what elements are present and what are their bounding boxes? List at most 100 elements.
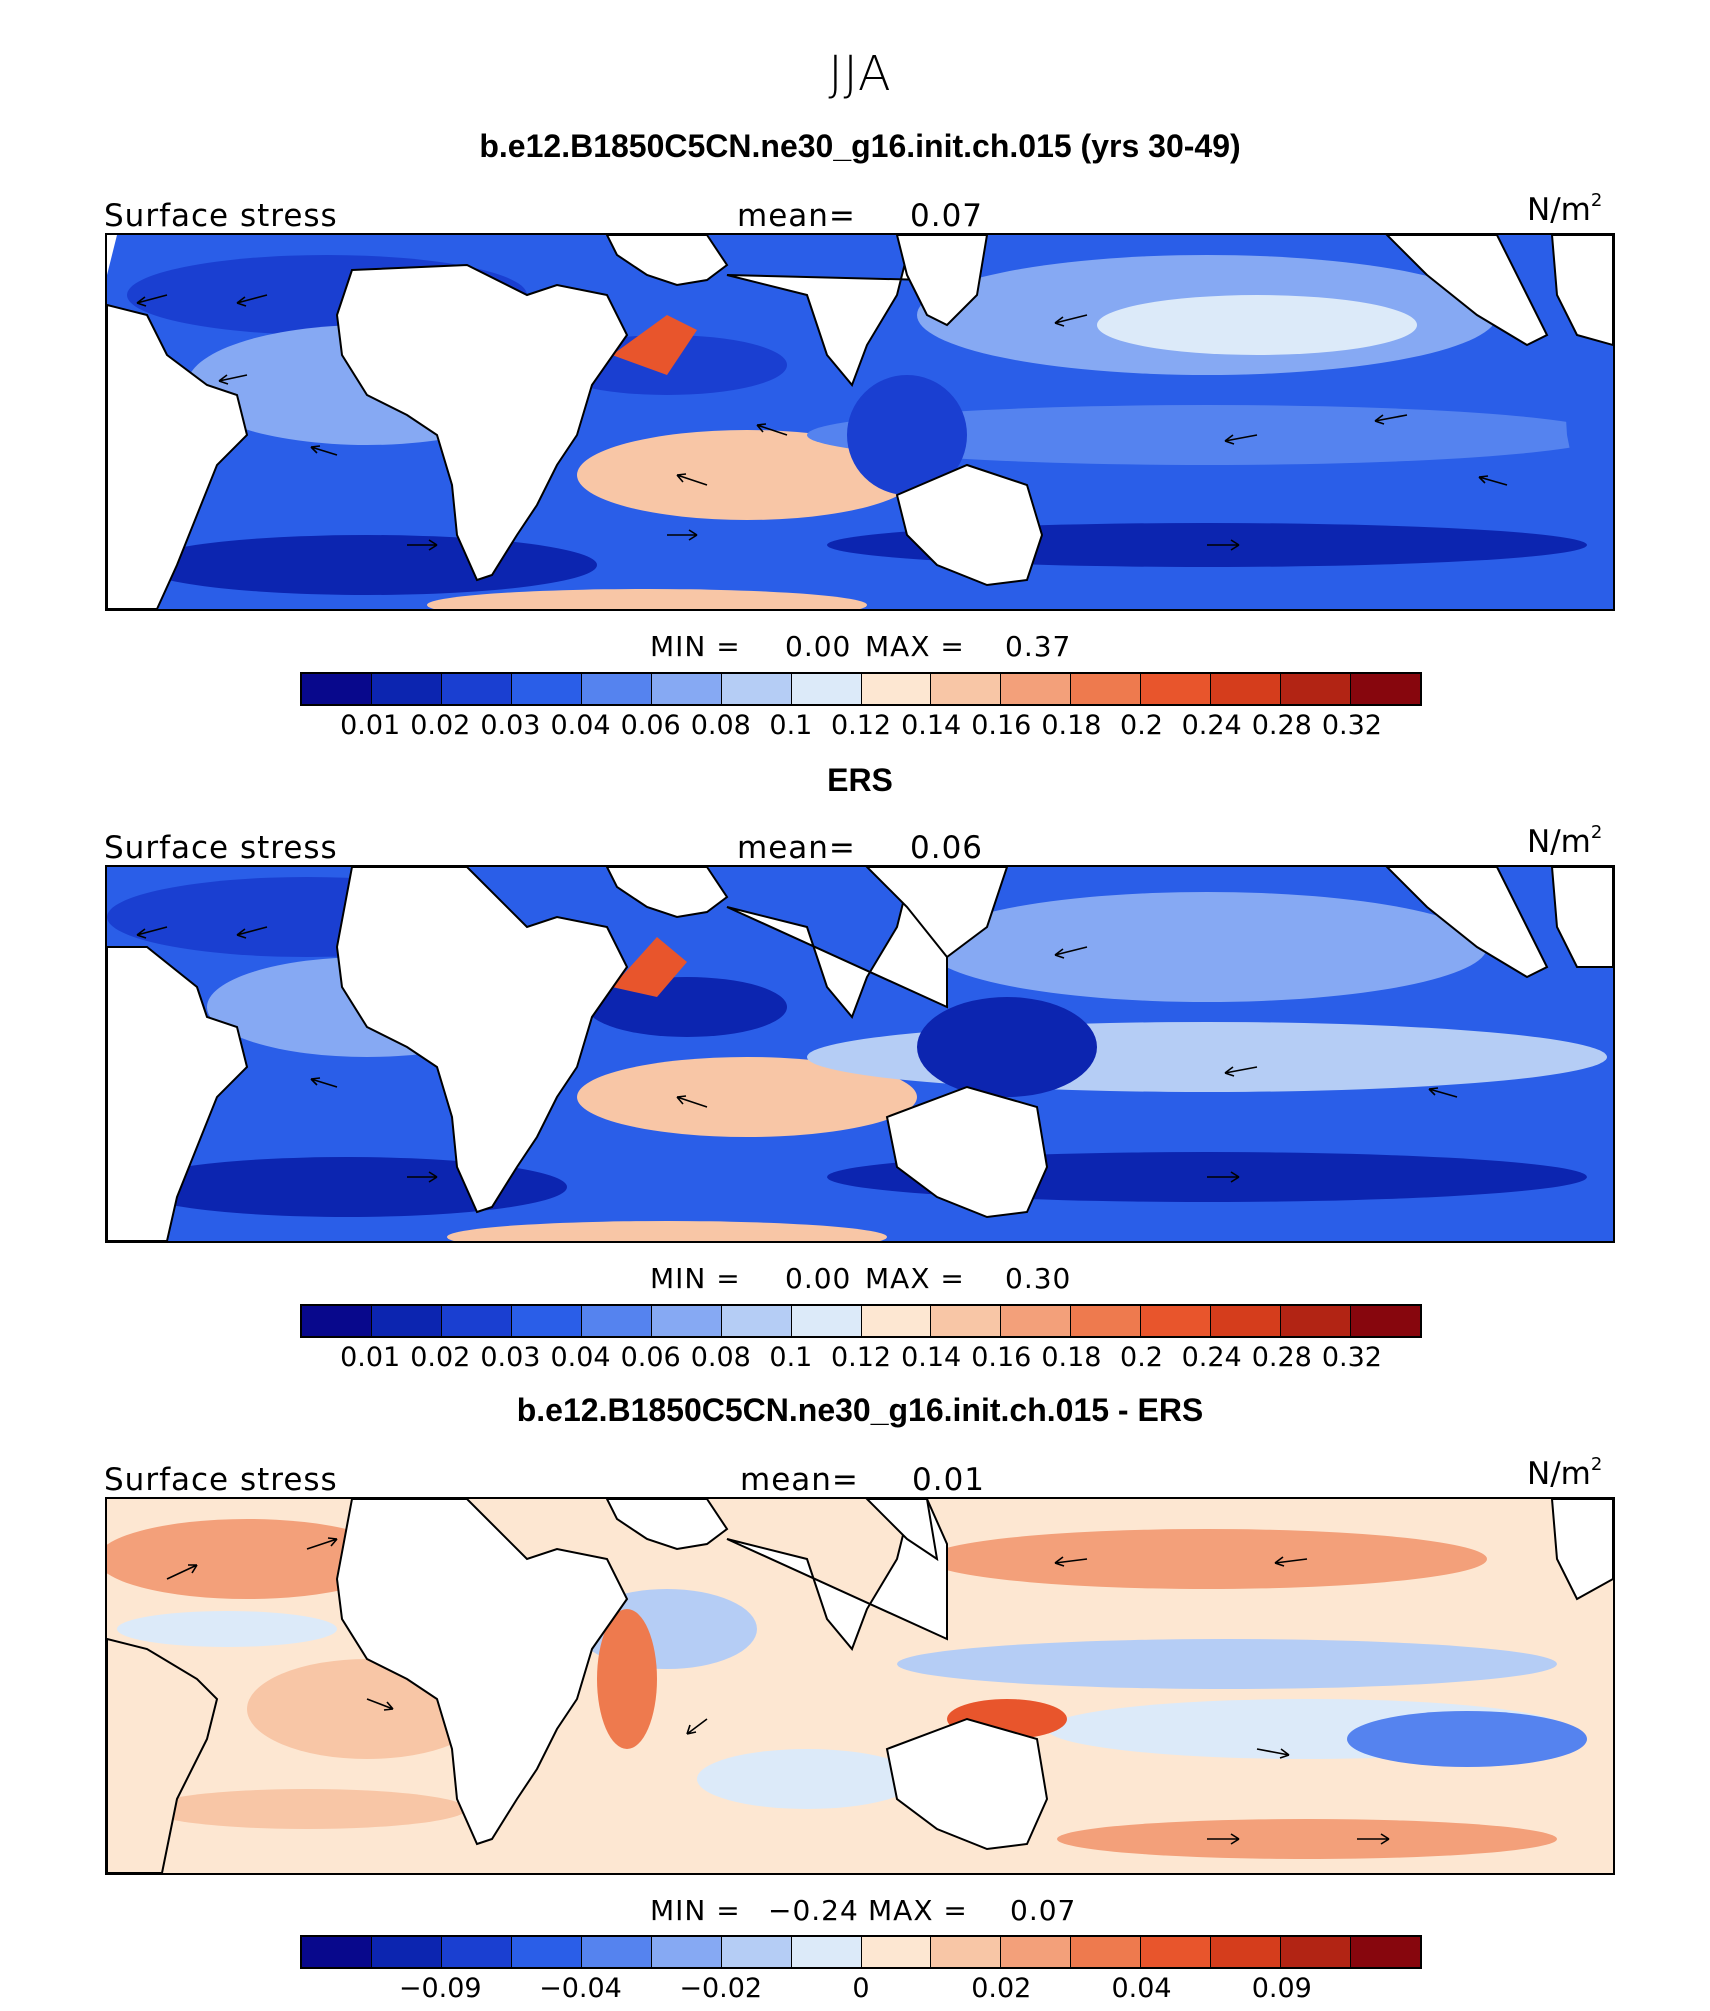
colorbar-tick-label: 0.14 [901, 1342, 962, 1373]
colorbar-swatch [511, 1937, 582, 1967]
colorbar-swatch [861, 1306, 932, 1336]
panel-2-map-svg [107, 867, 1613, 1241]
colorbar-swatch [1281, 1306, 1352, 1336]
colorbar-tick-label: 0.02 [971, 1973, 1032, 2004]
panel-2-colorbar [300, 1304, 1422, 1338]
colorbar-tick-label: 0.24 [1181, 710, 1242, 741]
colorbar-tick-label: 0.24 [1181, 1342, 1242, 1373]
colorbar-swatch [371, 1306, 442, 1336]
colorbar-swatch [1141, 1306, 1212, 1336]
colorbar-tick-label: 0.04 [1111, 1973, 1172, 2004]
colorbar-tick-label: 0.28 [1251, 1342, 1312, 1373]
colorbar-tick-label: 0.08 [690, 1342, 751, 1373]
colorbar-tick-label: 0.03 [480, 1342, 541, 1373]
colorbar-tick-label: 0.2 [1120, 1342, 1163, 1373]
panel-1-max-label: MAX = [865, 630, 965, 663]
panel-1-max-value: 0.37 [1005, 630, 1072, 663]
colorbar-tick-label: 0.1 [769, 710, 813, 741]
panel-2-min-label: MIN = [650, 1262, 741, 1295]
panel-3-mean-label: mean= [740, 1462, 859, 1498]
panel-2-map [105, 865, 1615, 1243]
colorbar-swatch [441, 1306, 512, 1336]
panel-2-colorbar-ticks: 0.01 0.02 0.03 0.04 0.06 0.08 0.1 0.12 0.14 0.16 0… [0, 1342, 1710, 1376]
colorbar-swatch [1211, 1937, 1282, 1967]
colorbar-tick-label: 0.12 [830, 710, 892, 741]
panel-2-mean-value: 0.06 [910, 830, 984, 866]
colorbar-swatch [1001, 1937, 1072, 1967]
panel-3-title: b.e12.B1850C5CN.ne30_g16.init.ch.015 - E… [516, 1392, 1204, 1428]
panel-2-max-value: 0.30 [1005, 1262, 1072, 1295]
panel-3-colorbar [300, 1935, 1422, 1969]
colorbar-tick-label: 0.14 [901, 710, 962, 741]
colorbar-swatch [1141, 1937, 1212, 1967]
colorbar-swatch [302, 1937, 372, 1967]
panel-1-min-value: 0.00 [785, 630, 852, 663]
colorbar-tick-label: 0.08 [690, 710, 751, 741]
panel-3-map [105, 1497, 1615, 1875]
colorbar-tick-label: 0.04 [550, 1342, 611, 1373]
panel-2-variable-label: Surface stress [104, 830, 338, 866]
colorbar-swatch [1351, 1306, 1420, 1336]
colorbar-swatch [721, 1306, 792, 1336]
colorbar-swatch [1001, 674, 1072, 704]
panel-1-map-svg [107, 235, 1613, 609]
panel-1-colorbar [300, 672, 1422, 706]
panel-1-units: N/m2 [1527, 190, 1603, 228]
panel-3-map-svg [107, 1499, 1613, 1873]
colorbar-swatch [302, 1306, 372, 1336]
panel-1-min-label: MIN = [650, 630, 741, 663]
colorbar-tick-label: 0.2 [1120, 710, 1163, 741]
colorbar-swatch [1071, 1937, 1142, 1967]
panel-1-colorbar-ticks: 0.01 0.02 0.03 0.04 0.06 0.08 0.1 0.12 0.14 0.16 0… [0, 710, 1710, 744]
panel-1-mean-label: mean= [737, 198, 856, 234]
colorbar-tick-label: 0.02 [410, 1342, 471, 1373]
colorbar-tick-label: 0.18 [1041, 1342, 1102, 1373]
colorbar-tick-label: −0.02 [679, 1973, 763, 2004]
colorbar-swatch [581, 1937, 652, 1967]
panel-2-max-label: MAX = [865, 1262, 965, 1295]
colorbar-swatch [511, 674, 582, 704]
colorbar-swatch [1211, 1306, 1282, 1336]
panel-2-units: N/m2 [1527, 822, 1603, 860]
panel-3-units: N/m2 [1527, 1454, 1603, 1492]
colorbar-swatch [861, 1937, 932, 1967]
colorbar-swatch [1211, 674, 1282, 704]
colorbar-tick-label: −0.04 [539, 1973, 622, 2004]
colorbar-tick-label: 0.32 [1321, 1342, 1382, 1373]
panel-2-mean-label: mean= [737, 830, 856, 866]
colorbar-swatch [1281, 674, 1352, 704]
colorbar-swatch [651, 674, 722, 704]
panel-3-variable-label: Surface stress [104, 1462, 338, 1498]
colorbar-swatch [791, 1306, 862, 1336]
colorbar-swatch [931, 1937, 1002, 1967]
colorbar-tick-label: 0.32 [1321, 710, 1382, 741]
colorbar-tick-label: 0.16 [971, 1342, 1032, 1373]
colorbar-swatch [651, 1306, 722, 1336]
colorbar-swatch [371, 674, 442, 704]
colorbar-swatch [721, 674, 792, 704]
panel-2-min-value: 0.00 [785, 1262, 852, 1295]
colorbar-tick-label: 0.09 [1251, 1973, 1312, 2004]
colorbar-swatch [302, 674, 372, 704]
colorbar-tick-label: 0.06 [620, 710, 681, 741]
colorbar-tick-label: 0.01 [340, 710, 401, 741]
colorbar-tick-label: 0.12 [830, 1342, 892, 1373]
panel-2-title: ERS [827, 762, 893, 798]
colorbar-swatch [1001, 1306, 1072, 1336]
colorbar-swatch [791, 1937, 862, 1967]
colorbar-tick-label: 0.01 [340, 1342, 401, 1373]
panel-1-mean-value: 0.07 [910, 198, 984, 234]
colorbar-swatch [441, 1937, 512, 1967]
colorbar-swatch [371, 1937, 442, 1967]
colorbar-tick-label: −0.09 [398, 1973, 482, 2004]
colorbar-tick-label: 0.04 [550, 710, 611, 741]
colorbar-swatch [1071, 674, 1142, 704]
colorbar-swatch [931, 674, 1002, 704]
figure-title: JJA [828, 46, 892, 102]
panel-3-max-label: MAX = [868, 1894, 968, 1927]
colorbar-swatch [861, 674, 932, 704]
colorbar-tick-label: 0.18 [1041, 710, 1102, 741]
colorbar-swatch [581, 674, 652, 704]
colorbar-tick-label: 0.03 [480, 710, 541, 741]
colorbar-tick-label: 0.28 [1251, 710, 1312, 741]
